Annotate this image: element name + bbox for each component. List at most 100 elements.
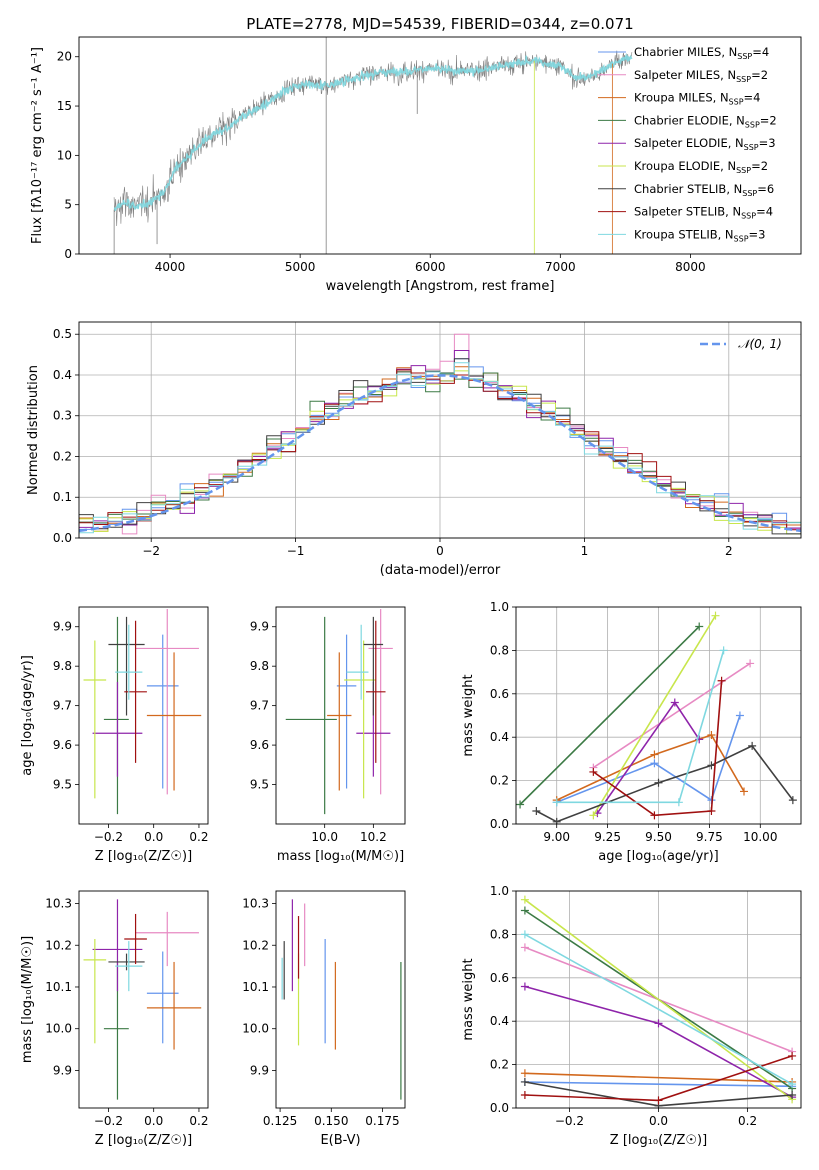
figure-title: PLATE=2778, MJD=54539, FIBERID=0344, z=0…	[246, 15, 633, 33]
x-tick-label: 2	[725, 544, 733, 558]
mass-weight-point-marker	[707, 731, 716, 740]
x-tick-label: 9.50	[645, 830, 672, 844]
y-axis-label: mass weight	[461, 958, 476, 1040]
mass-weight-point-marker	[520, 906, 529, 915]
y-tick-label: 9.9	[53, 1063, 72, 1077]
y-tick-label: 10.2	[45, 938, 72, 952]
legend-entry-label: Chabrier ELODIE, NSSP=2	[634, 113, 777, 129]
mass-weight-point-marker	[788, 796, 797, 805]
y-tick-label: 0.6	[490, 687, 509, 701]
x-tick-label: 0.175	[365, 1114, 399, 1128]
legend-subscript: SSP	[737, 52, 752, 61]
legend-suffix: =4	[756, 205, 773, 219]
y-tick-label: 9.5	[250, 778, 269, 792]
x-tick-label: 0.2	[738, 1114, 757, 1128]
x-tick-label: 0.0	[649, 1114, 668, 1128]
legend-suffix: =6	[757, 182, 774, 196]
mass-weight-point-marker	[654, 1019, 663, 1028]
legend-entry-label: Kroupa ELODIE, NSSP=2	[634, 159, 768, 175]
mass-weight-point-marker	[788, 1051, 797, 1060]
x-tick-label: 0.2	[189, 1114, 208, 1128]
mass-weight-point-marker	[520, 930, 529, 939]
y-tick-label: 9.9	[250, 1063, 269, 1077]
y-tick-label: 0.4	[53, 368, 72, 382]
mass-weight-point-marker	[650, 750, 659, 759]
legend-suffix: =3	[749, 227, 766, 241]
legend-entry-label: Salpeter ELODIE, NSSP=3	[634, 136, 776, 152]
y-tick-label: 0.6	[490, 971, 509, 985]
mass-weight-point-marker	[674, 798, 683, 807]
y-tick-label: 0.0	[53, 531, 72, 545]
mass-weight-point-marker	[746, 659, 755, 668]
y-tick-label: 0.3	[53, 409, 72, 423]
legend-entry-label: Kroupa MILES, NSSP=4	[634, 91, 760, 107]
plot-area	[79, 333, 801, 535]
mass-weight-series-line	[592, 662, 751, 769]
x-tick-label: 0.150	[314, 1114, 348, 1128]
y-tick-label: 10.0	[242, 1022, 269, 1036]
mass-weight-point-marker	[654, 778, 663, 787]
legend-suffix: =2	[751, 159, 768, 173]
age-vs-metallicity-panel: −0.2 0.0 0.2 9.5 9.6 9.7 9.8 9.9 Z [log₁₀(Z/Z☉)]…	[20, 606, 208, 864]
plot-area	[83, 608, 202, 815]
y-tick-label: 9.9	[53, 620, 72, 634]
y-tick-label: 10.1	[242, 980, 269, 994]
x-tick-label: 10.0	[311, 830, 338, 844]
mass-weight-point-marker	[711, 611, 720, 620]
y-axis-label: mass weight	[461, 674, 476, 756]
plot-area	[113, 37, 633, 254]
mass-weight-point-marker	[650, 759, 659, 768]
spectrum-panel: 4000 5000 6000 7000 8000 0 5 10 15 20 wavelength […	[30, 36, 802, 294]
x-axis-label: Z [log₁₀(Z/Z☉)]	[610, 1133, 707, 1148]
axes: 10.0 10.2 9.5 9.6 9.7 9.8 9.9 mass [log₁₀(M/M☉)…	[250, 606, 406, 864]
residual-histogram-step	[79, 362, 801, 534]
legend-subscript: SSP	[736, 75, 751, 84]
plot-area	[281, 899, 402, 1100]
y-tick-label: 0.5	[53, 327, 72, 341]
y-tick-label: 9.5	[53, 778, 72, 792]
normal-reference-curve	[79, 374, 801, 533]
axes-frame	[275, 890, 406, 1109]
x-tick-label: 8000	[675, 260, 706, 274]
legend-entry-label: Chabrier STELIB, NSSP=6	[634, 182, 774, 198]
y-tick-label: 9.9	[250, 620, 269, 634]
x-tick-label: 9.00	[543, 830, 570, 844]
y-tick-label: 0.0	[490, 817, 509, 831]
mass-weight-point-marker	[520, 1069, 529, 1078]
legend-subscript: SSP	[734, 234, 749, 243]
y-tick-label: 0.0	[490, 1101, 509, 1115]
x-axis-label: mass [log₁₀(M/M☉)]	[277, 849, 404, 864]
x-tick-label: 10.2	[360, 830, 387, 844]
mass-weight-point-marker	[520, 1077, 529, 1086]
y-tick-label: 20	[57, 50, 72, 64]
axes-frame	[78, 36, 802, 255]
x-tick-label: −0.2	[555, 1114, 584, 1128]
residual-histogram-panel: −2 −1 0 1 2 0.0 0.1 0.2 0.3 0.4 0.5 (data-model)/er…	[26, 321, 802, 578]
mass-weight-point-marker	[520, 982, 529, 991]
grid-lines	[79, 322, 801, 539]
x-axis-label: E(B-V)	[320, 1133, 360, 1148]
y-tick-label: 0.8	[490, 927, 509, 941]
x-tick-label: 10.00	[743, 830, 777, 844]
y-tick-label: 9.8	[53, 659, 72, 673]
mass-weight-point-marker	[740, 787, 748, 796]
y-tick-label: 0	[64, 247, 72, 261]
plot-area	[520, 895, 797, 1108]
mass-weight-series-line	[556, 650, 725, 804]
y-tick-label: 9.6	[53, 738, 72, 752]
axes: 0.125 0.150 0.175 9.9 10.0 10.1 10.2 10.3 E(B-V)	[242, 890, 406, 1148]
mass-weight-point-marker	[707, 806, 716, 815]
x-axis-label: age [log₁₀(age/yr)]	[598, 849, 719, 864]
y-axis-label: age [log₁₀(age/yr)]	[20, 655, 35, 776]
mass-weight-point-marker	[788, 1090, 797, 1099]
y-axis-label: Flux [fλ10⁻¹⁷ erg cm⁻² s⁻¹ A⁻¹]	[30, 47, 45, 244]
mass-weight-point-marker	[589, 811, 598, 820]
legend-subscript: SSP	[745, 120, 760, 129]
legend-suffix: =3	[759, 136, 776, 150]
x-tick-label: 0.125	[263, 1114, 297, 1128]
x-tick-label: 1	[581, 544, 589, 558]
x-tick-label: −0.2	[94, 1114, 123, 1128]
y-tick-label: 0.4	[490, 730, 509, 744]
y-axis-label: Normed distribution	[26, 365, 41, 495]
